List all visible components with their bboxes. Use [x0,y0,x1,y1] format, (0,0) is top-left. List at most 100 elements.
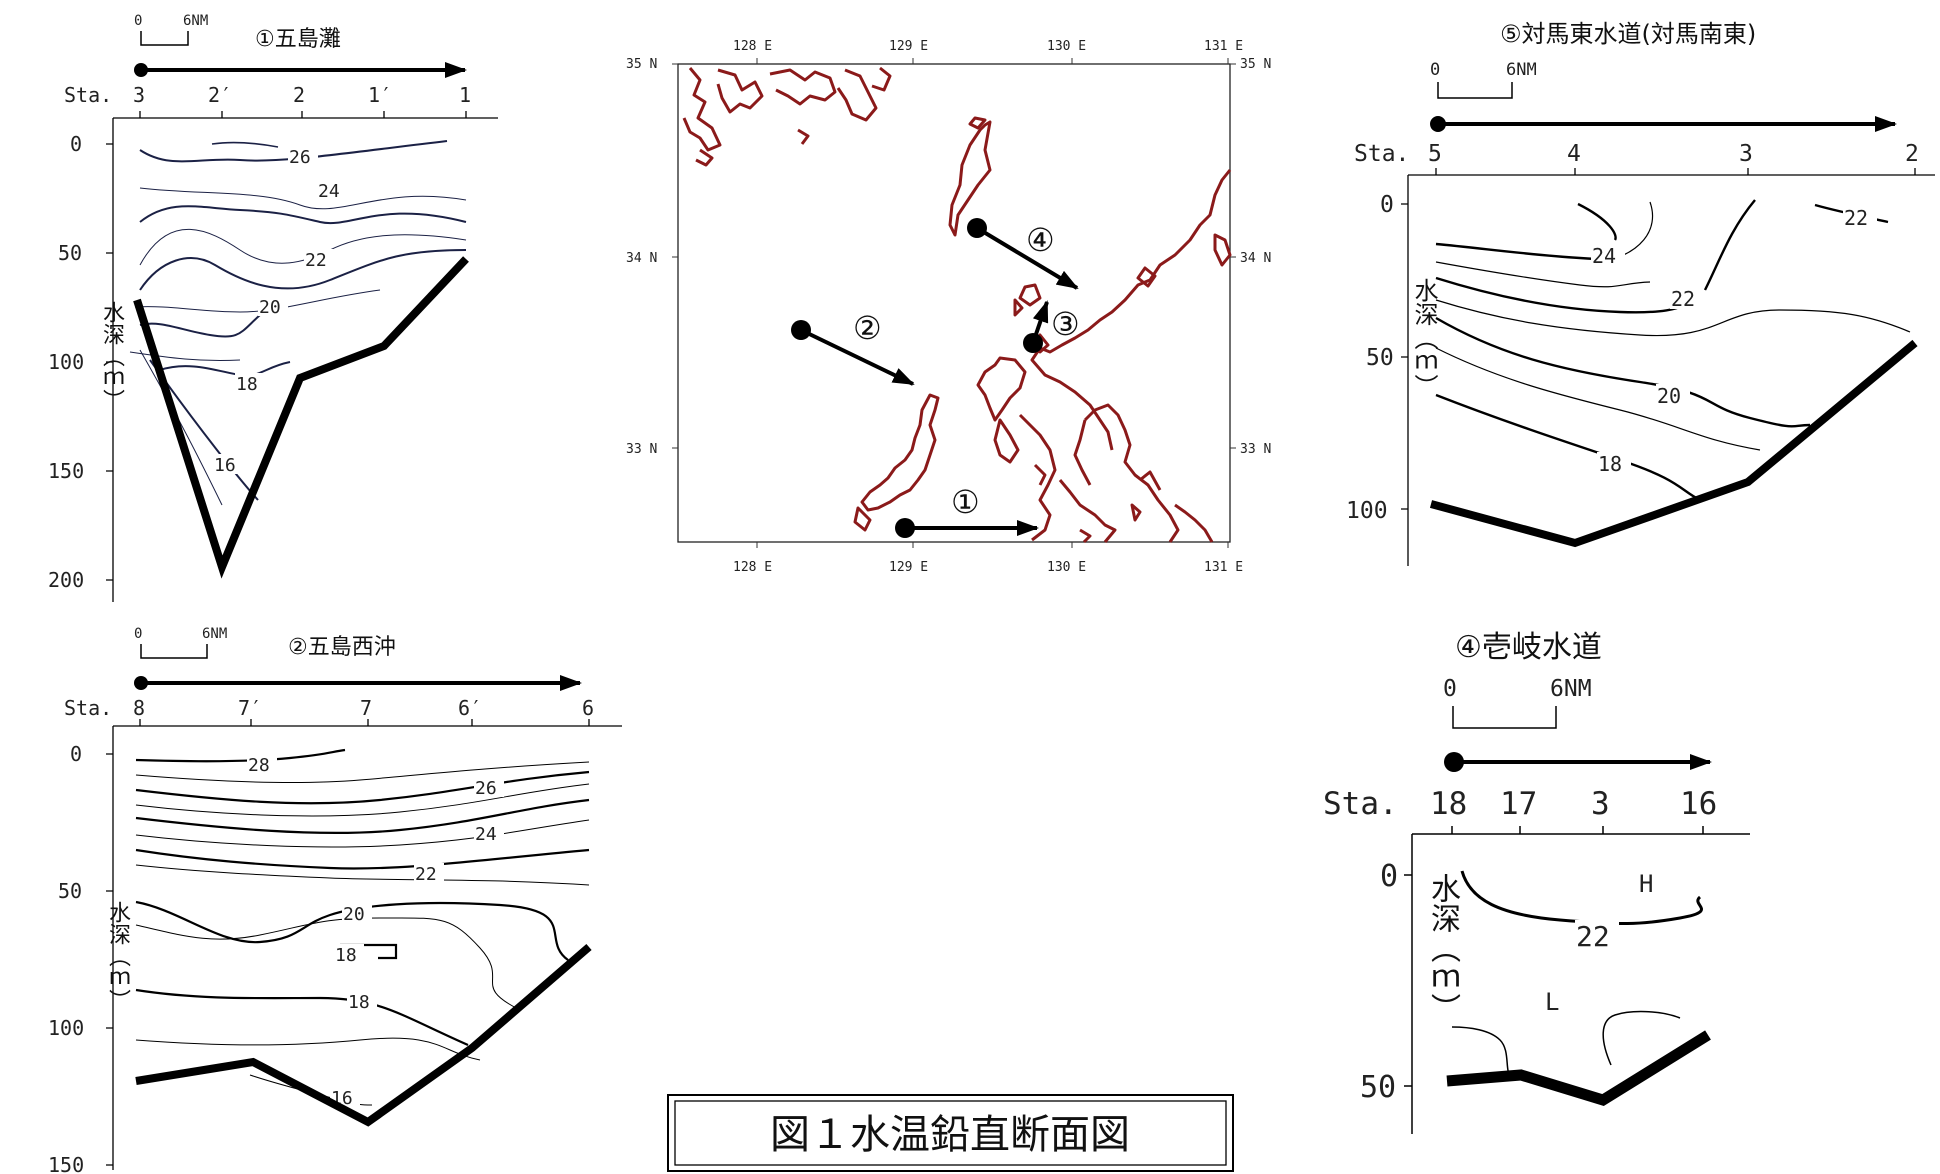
lon-tick: 131 E [1204,560,1243,575]
depth-tick: 0 [1380,859,1398,894]
station-label: 7 [360,696,372,720]
station-label: 7′ [238,696,262,720]
isotherm-label: 22 [415,864,437,885]
lat-tick: 33 N [1240,442,1271,457]
map-ticks [672,58,1236,548]
isotherm-label: 28 [248,755,270,776]
lon-tick: 129 E [889,39,928,54]
scale-dist: 6NM [1550,676,1592,702]
station-label: 2′ [208,83,232,107]
depth-tick: 100 [1346,498,1388,524]
isotherm-label: 26 [475,778,497,799]
route-label: ③ [1051,305,1080,343]
route-arrows [791,218,1079,538]
panel-goto-west: ②五島西沖 0 6NM Sta. 8 7′ 7 6′ 6 0 50 100 15… [20,626,622,1174]
station-label: 8 [133,696,145,720]
isotherm-label: 18 [236,374,258,395]
isotherm-labels: 26 24 22 20 18 16 [213,146,347,476]
isotherm-label: 24 [1592,244,1616,268]
panel-iki-channel: ④壱岐水道 0 6NM Sta. 18 17 3 16 0 50 水深（ｍ） 2… [1310,630,1750,1134]
isotherm-label: 18 [1598,452,1622,476]
isotherm-label: 20 [259,297,281,318]
scale-bar [1452,706,1557,729]
isotherm-label: 24 [475,824,497,845]
lat-tick: 34 N [626,251,657,266]
scale-zero: 0 [1430,60,1440,80]
route-arrow-2 [800,328,915,386]
station-label: 6 [582,696,594,720]
isotherm-label: 26 [289,147,311,168]
depth-tick: 100 [48,1016,84,1040]
route-label: ④ [1026,221,1055,259]
lon-tick: 130 E [1047,560,1086,575]
lat-tick: 34 N [1240,251,1271,266]
station-label: 3 [1739,141,1753,167]
panel-goto-nada: ①五島灘 0 6NM Sta. 3 2′ 2 1′ 1 0 50 100 150… [14,13,498,602]
scale-bar [1437,82,1513,99]
depth-tick: 0 [1380,192,1394,218]
lat-tick: 35 N [626,57,657,72]
top-axis [113,719,622,727]
isotherm-label: 16 [214,455,236,476]
lon-tick: 130 E [1047,39,1086,54]
lon-tick: 128 E [733,560,772,575]
scale-zero: 0 [134,13,142,29]
isotherm-labels: 24 22 22 20 18 [1591,206,1877,476]
sta-prefix: Sta. [64,696,112,720]
depth-tick: 0 [70,132,82,156]
station-label: 2 [1905,141,1919,167]
depth-tick: 150 [48,459,84,483]
depth-axis-label: 水深（ｍ） [1310,873,1461,1002]
isotherm-labels: 28 26 24 22 20 18 18 16 [247,754,504,1109]
sta-prefix: Sta. [1323,786,1398,822]
depth-axis-label: 水深（ｍ） [14,301,125,396]
lat-tick: 35 N [1240,57,1271,72]
panel-title: ④壱岐水道 [1455,630,1602,665]
scale-bar [140,31,189,46]
map-frame [677,63,1231,543]
depth-tick: 50 [58,241,82,265]
scale-dist: 6NM [183,13,208,29]
depth-tick: 0 [70,742,82,766]
depth-tick: 50 [1360,1070,1396,1105]
depth-axis [106,118,114,602]
station-label: 16 [1680,786,1717,822]
route-label: ① [951,483,980,521]
station-label: 17 [1500,786,1537,822]
panel-title: ①五島灘 [255,27,341,52]
sta-prefix: Sta. [1354,141,1409,167]
isotherms [135,748,590,1106]
isotherm-label: 22 [305,250,327,271]
station-label: 1 [459,83,471,107]
isotherm-label: 18 [348,992,370,1013]
isotherm-label: 20 [343,904,365,925]
depth-tick: 150 [48,1153,84,1174]
panel-title: ⑤対馬東水道(対馬南東) [1500,20,1756,48]
lon-tick: 128 E [733,39,772,54]
station-label: 3 [1591,786,1610,822]
top-axis [1412,826,1750,835]
depth-axis [1404,834,1413,1134]
isotherm-label: 22 [1671,287,1695,311]
coastlines [682,66,1232,544]
depth-tick: 200 [48,568,84,592]
route-arrow-3 [1031,300,1049,344]
location-map: 128 E 129 E 130 E 131 E 128 E 129 E 130 … [626,39,1271,575]
scale-bar [140,644,208,659]
lon-tick: 131 E [1204,39,1243,54]
low-marker: L [1545,988,1559,1016]
station-label: 4 [1567,141,1581,167]
panel-title: ②五島西沖 [288,635,396,660]
scale-dist: 6NM [1506,60,1537,80]
route-label: ② [853,309,882,347]
seabed-profile [135,943,592,1127]
caption-text: 図１水温鉛直断面図 [770,1112,1130,1158]
station-label: 2 [293,83,305,107]
panel-tsushima-east: ⑤対馬東水道(対馬南東) 0 6NM Sta. 5 4 3 2 0 50 100… [1318,20,1935,566]
seabed-profile [1429,339,1918,548]
station-label: 18 [1430,786,1467,822]
seabed-profile [1446,1030,1711,1106]
seabed-profile [133,256,469,579]
